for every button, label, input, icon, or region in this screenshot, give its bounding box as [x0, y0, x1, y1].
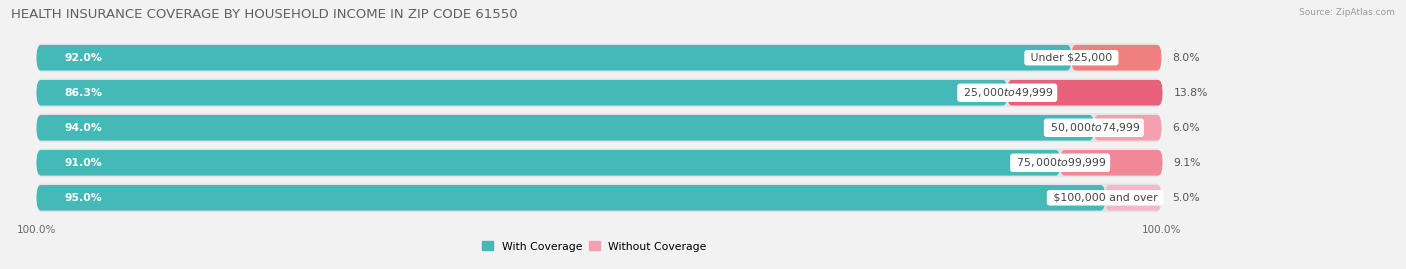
FancyBboxPatch shape: [37, 148, 1161, 177]
FancyBboxPatch shape: [37, 183, 1161, 212]
Text: $75,000 to $99,999: $75,000 to $99,999: [1012, 156, 1108, 169]
FancyBboxPatch shape: [37, 185, 1105, 211]
FancyBboxPatch shape: [37, 80, 1007, 105]
Text: Source: ZipAtlas.com: Source: ZipAtlas.com: [1299, 8, 1395, 17]
FancyBboxPatch shape: [37, 115, 1094, 141]
Text: 92.0%: 92.0%: [65, 53, 103, 63]
Text: 86.3%: 86.3%: [65, 88, 103, 98]
Text: 8.0%: 8.0%: [1173, 53, 1201, 63]
FancyBboxPatch shape: [37, 45, 1071, 70]
FancyBboxPatch shape: [1071, 45, 1161, 70]
FancyBboxPatch shape: [37, 43, 1161, 72]
Legend: With Coverage, Without Coverage: With Coverage, Without Coverage: [478, 237, 711, 256]
FancyBboxPatch shape: [1060, 150, 1163, 176]
FancyBboxPatch shape: [1105, 185, 1161, 211]
Text: Under $25,000: Under $25,000: [1026, 53, 1116, 63]
Text: 91.0%: 91.0%: [65, 158, 103, 168]
Text: 6.0%: 6.0%: [1173, 123, 1201, 133]
FancyBboxPatch shape: [1094, 115, 1161, 141]
Text: $25,000 to $49,999: $25,000 to $49,999: [960, 86, 1054, 99]
FancyBboxPatch shape: [37, 78, 1161, 107]
Text: 95.0%: 95.0%: [65, 193, 103, 203]
FancyBboxPatch shape: [1007, 80, 1163, 105]
Text: 9.1%: 9.1%: [1174, 158, 1201, 168]
Text: $50,000 to $74,999: $50,000 to $74,999: [1046, 121, 1142, 134]
Text: 5.0%: 5.0%: [1173, 193, 1201, 203]
Text: 13.8%: 13.8%: [1174, 88, 1208, 98]
FancyBboxPatch shape: [37, 150, 1060, 176]
FancyBboxPatch shape: [37, 113, 1161, 142]
Text: 94.0%: 94.0%: [65, 123, 103, 133]
Text: $100,000 and over: $100,000 and over: [1049, 193, 1161, 203]
Text: HEALTH INSURANCE COVERAGE BY HOUSEHOLD INCOME IN ZIP CODE 61550: HEALTH INSURANCE COVERAGE BY HOUSEHOLD I…: [11, 8, 517, 21]
